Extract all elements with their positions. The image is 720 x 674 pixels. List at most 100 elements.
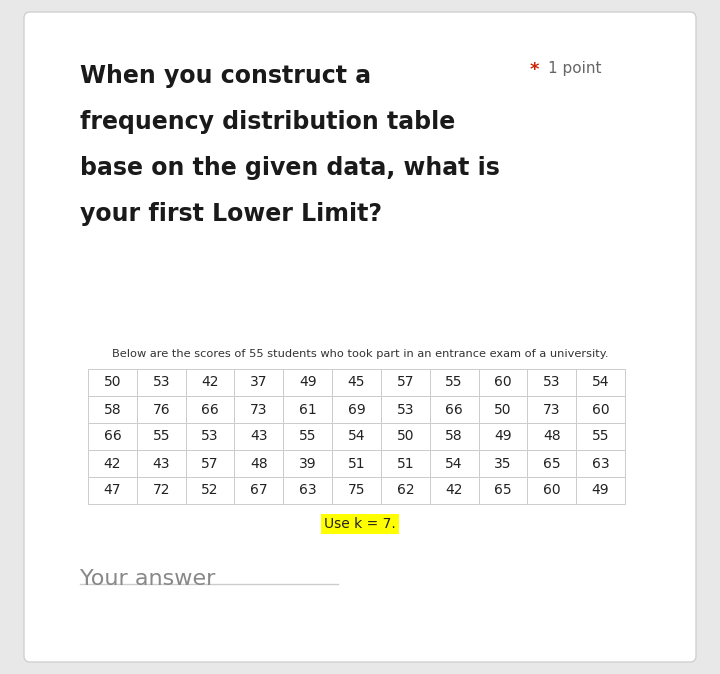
Bar bbox=[430, 369, 479, 396]
Text: 42: 42 bbox=[202, 375, 219, 390]
Text: 76: 76 bbox=[153, 402, 170, 417]
Text: 55: 55 bbox=[299, 429, 316, 443]
Text: 61: 61 bbox=[299, 402, 317, 417]
Bar bbox=[137, 450, 186, 477]
FancyBboxPatch shape bbox=[24, 12, 696, 662]
Bar bbox=[576, 396, 625, 423]
Bar bbox=[430, 423, 479, 450]
Text: 66: 66 bbox=[104, 429, 121, 443]
Text: 43: 43 bbox=[250, 429, 268, 443]
Bar bbox=[576, 423, 625, 450]
Bar bbox=[235, 450, 283, 477]
Text: 39: 39 bbox=[299, 456, 317, 470]
Text: 50: 50 bbox=[104, 375, 121, 390]
Text: 47: 47 bbox=[104, 483, 121, 497]
Bar bbox=[332, 477, 381, 504]
Text: 42: 42 bbox=[446, 483, 463, 497]
Text: 55: 55 bbox=[592, 429, 609, 443]
Text: 62: 62 bbox=[397, 483, 414, 497]
Text: 65: 65 bbox=[494, 483, 512, 497]
Bar bbox=[381, 477, 430, 504]
Bar bbox=[430, 477, 479, 504]
Text: 50: 50 bbox=[397, 429, 414, 443]
Bar bbox=[186, 396, 235, 423]
Text: 51: 51 bbox=[348, 456, 365, 470]
Bar bbox=[527, 369, 576, 396]
Text: When you construct a: When you construct a bbox=[80, 64, 371, 88]
Text: 43: 43 bbox=[153, 456, 170, 470]
Bar bbox=[381, 450, 430, 477]
Text: 53: 53 bbox=[543, 375, 561, 390]
Bar bbox=[527, 423, 576, 450]
Text: 49: 49 bbox=[592, 483, 609, 497]
Bar bbox=[88, 423, 137, 450]
Text: 63: 63 bbox=[299, 483, 317, 497]
Bar bbox=[527, 450, 576, 477]
Text: 73: 73 bbox=[543, 402, 561, 417]
Text: 55: 55 bbox=[153, 429, 170, 443]
Text: 75: 75 bbox=[348, 483, 365, 497]
Bar bbox=[88, 369, 137, 396]
Text: 48: 48 bbox=[543, 429, 561, 443]
Text: 42: 42 bbox=[104, 456, 121, 470]
Text: frequency distribution table: frequency distribution table bbox=[80, 110, 455, 134]
Text: 49: 49 bbox=[299, 375, 317, 390]
Bar bbox=[283, 450, 332, 477]
Text: 35: 35 bbox=[494, 456, 512, 470]
Text: 45: 45 bbox=[348, 375, 365, 390]
Text: 73: 73 bbox=[250, 402, 268, 417]
Bar bbox=[88, 477, 137, 504]
Text: 58: 58 bbox=[446, 429, 463, 443]
Bar bbox=[332, 423, 381, 450]
Bar bbox=[479, 477, 527, 504]
Bar bbox=[381, 423, 430, 450]
Bar bbox=[283, 396, 332, 423]
Bar bbox=[283, 477, 332, 504]
Bar bbox=[283, 423, 332, 450]
Bar bbox=[137, 423, 186, 450]
Text: Below are the scores of 55 students who took part in an entrance exam of a unive: Below are the scores of 55 students who … bbox=[112, 349, 608, 359]
Text: *: * bbox=[530, 61, 539, 79]
Bar bbox=[430, 396, 479, 423]
Text: 63: 63 bbox=[592, 456, 609, 470]
Bar bbox=[235, 396, 283, 423]
Text: 57: 57 bbox=[397, 375, 414, 390]
Text: 52: 52 bbox=[202, 483, 219, 497]
Bar bbox=[332, 369, 381, 396]
Text: 49: 49 bbox=[494, 429, 512, 443]
Bar bbox=[88, 450, 137, 477]
Text: base on the given data, what is: base on the given data, what is bbox=[80, 156, 500, 180]
Bar bbox=[88, 396, 137, 423]
Bar bbox=[527, 477, 576, 504]
Bar bbox=[235, 423, 283, 450]
Text: 54: 54 bbox=[348, 429, 365, 443]
Bar bbox=[576, 450, 625, 477]
Text: 66: 66 bbox=[201, 402, 219, 417]
Text: 58: 58 bbox=[104, 402, 121, 417]
Bar bbox=[235, 369, 283, 396]
Bar bbox=[576, 369, 625, 396]
Bar bbox=[479, 396, 527, 423]
Text: 60: 60 bbox=[543, 483, 561, 497]
Text: 66: 66 bbox=[445, 402, 463, 417]
Bar bbox=[186, 369, 235, 396]
Bar bbox=[332, 450, 381, 477]
Bar bbox=[479, 369, 527, 396]
Bar bbox=[137, 369, 186, 396]
Bar bbox=[332, 396, 381, 423]
Text: 67: 67 bbox=[250, 483, 268, 497]
Bar bbox=[576, 477, 625, 504]
Bar bbox=[137, 396, 186, 423]
Text: 60: 60 bbox=[592, 402, 609, 417]
Bar bbox=[479, 450, 527, 477]
Bar bbox=[235, 477, 283, 504]
Text: 48: 48 bbox=[250, 456, 268, 470]
Bar bbox=[137, 477, 186, 504]
Text: 50: 50 bbox=[494, 402, 512, 417]
Bar bbox=[186, 477, 235, 504]
Text: 37: 37 bbox=[250, 375, 268, 390]
Text: 69: 69 bbox=[348, 402, 365, 417]
Text: 60: 60 bbox=[494, 375, 512, 390]
Bar bbox=[186, 450, 235, 477]
Bar bbox=[381, 369, 430, 396]
